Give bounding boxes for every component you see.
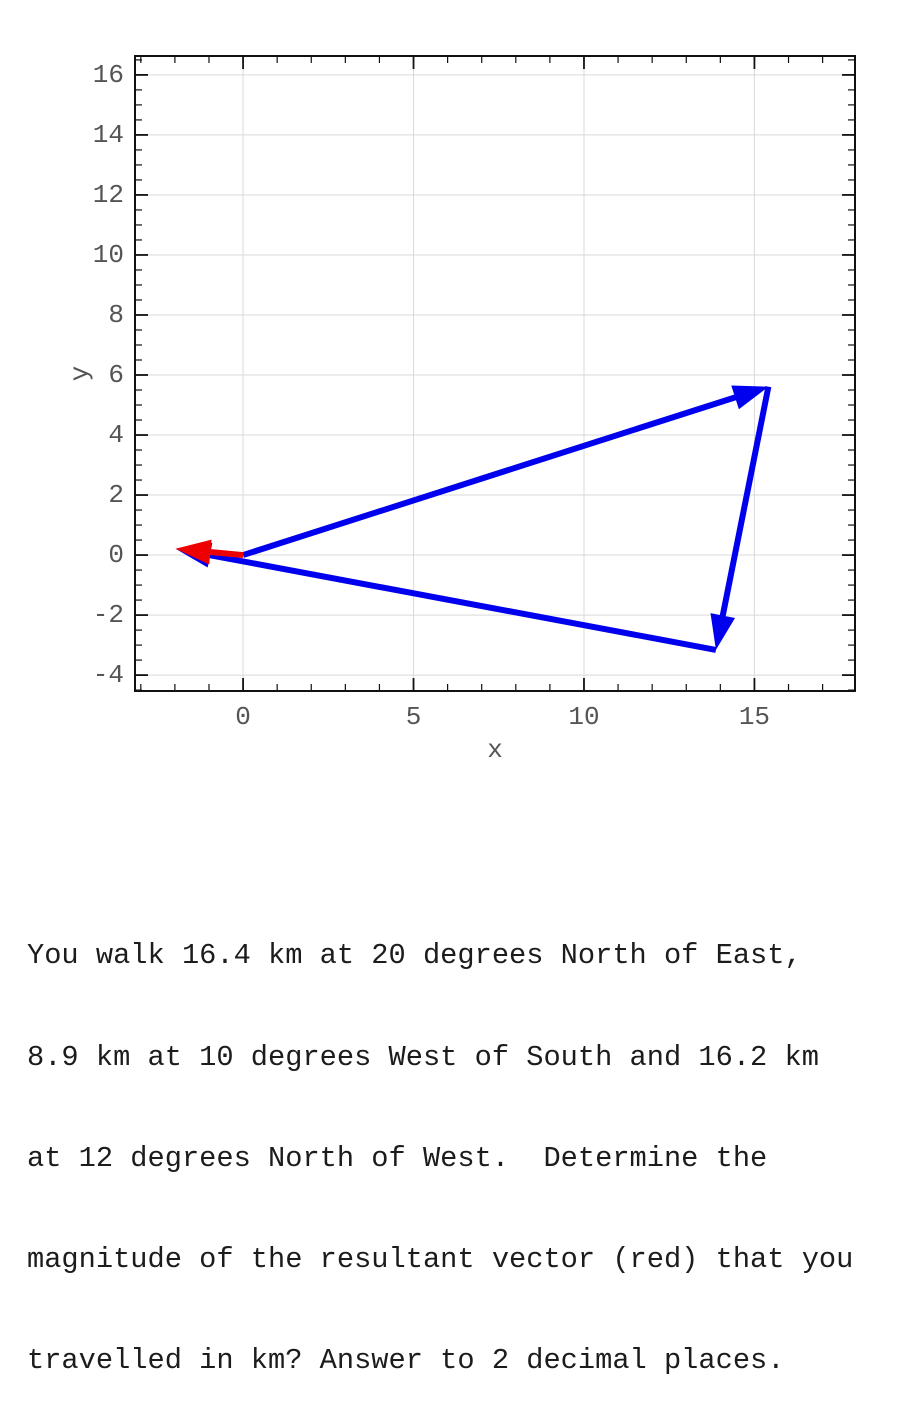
x-axis-label: x xyxy=(487,735,503,765)
y-tick-label: 0 xyxy=(108,540,124,570)
vector-plot-figure: 0 5 10 15 -4 -2 0 2 4 6 8 10 12 14 16 x y xyxy=(65,55,856,765)
question-line: magnitude of the resultant vector (red) … xyxy=(27,1242,854,1276)
y-tick-label: 16 xyxy=(93,60,124,90)
y-tick-label: 10 xyxy=(93,240,124,270)
x-tick-label: 10 xyxy=(568,702,599,732)
resultant-arrow-head xyxy=(175,539,212,565)
question-line: You walk 16.4 km at 20 degrees North of … xyxy=(27,939,802,973)
y-tick-label: 12 xyxy=(93,180,124,210)
vector-arrow-head xyxy=(731,385,769,410)
vector-plot: 0 5 10 15 -4 -2 0 2 4 6 8 10 12 14 16 x y xyxy=(65,55,856,765)
question-line: travelled in km? Answer to 2 decimal pla… xyxy=(27,1343,785,1377)
plot-border xyxy=(134,55,856,692)
vector-arrow-shaft xyxy=(206,551,717,653)
x-tick-label: 15 xyxy=(739,702,770,732)
y-tick-label: -4 xyxy=(93,660,124,690)
vector-arrow-head xyxy=(710,613,736,650)
y-tick-label: 14 xyxy=(93,120,124,150)
y-tick-label: 8 xyxy=(108,300,124,330)
question-line: at 12 degrees North of West. Determine t… xyxy=(27,1141,768,1175)
y-tick-label: 4 xyxy=(108,420,124,450)
y-tick-label: -2 xyxy=(93,600,124,630)
resultant-arrow-shaft xyxy=(207,548,244,559)
vector-arrow-shaft xyxy=(719,386,772,620)
vector-arrow-shaft xyxy=(242,393,739,558)
y-tick-label: 6 xyxy=(108,360,124,390)
question-line: 8.9 km at 10 degrees West of South and 1… xyxy=(27,1040,819,1074)
x-tick-label: 0 xyxy=(235,702,251,732)
x-tick-label: 5 xyxy=(406,702,422,732)
y-tick-label: 2 xyxy=(108,480,124,510)
y-axis-label: y xyxy=(65,366,95,382)
question-text: You walk 16.4 km at 20 degrees North of … xyxy=(27,872,853,1411)
